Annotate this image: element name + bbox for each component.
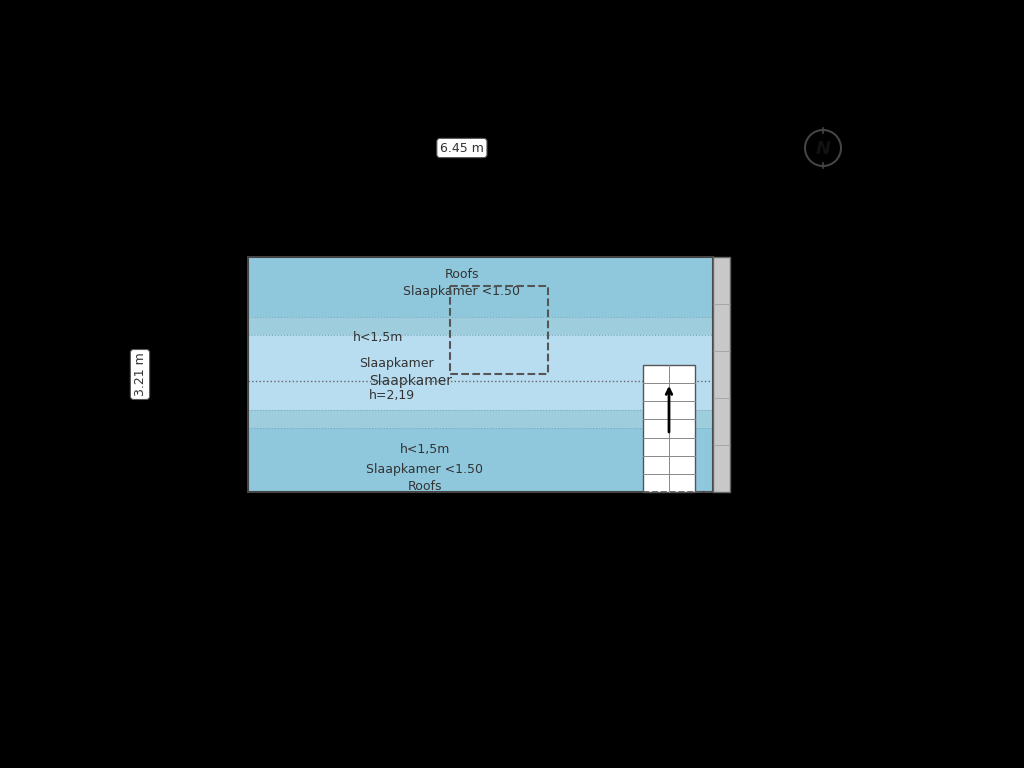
Bar [713,257,730,492]
Text: 3.21 m: 3.21 m [133,353,146,396]
Text: Slaapkamer <1.50: Slaapkamer <1.50 [403,284,520,297]
Bar [248,317,713,335]
Bar [248,257,713,492]
Text: h=2,19: h=2,19 [369,389,415,402]
Text: Roofs: Roofs [444,269,479,282]
Bar [248,257,713,492]
Bar [643,365,695,492]
Bar [248,410,713,428]
Text: Slaapkamer: Slaapkamer [359,357,434,370]
Text: 6.45 m: 6.45 m [440,141,483,154]
Bar [248,257,713,317]
Bar [450,286,548,374]
Text: Slaapkamer <1.50: Slaapkamer <1.50 [367,464,483,476]
Text: Roofs: Roofs [408,479,442,492]
Bar [248,428,713,492]
Text: h<1,5m: h<1,5m [399,443,450,456]
Text: N: N [815,140,830,158]
Text: Slaapkamer: Slaapkamer [370,373,453,388]
Text: h<1,5m: h<1,5m [353,330,403,343]
Bar [248,335,713,410]
